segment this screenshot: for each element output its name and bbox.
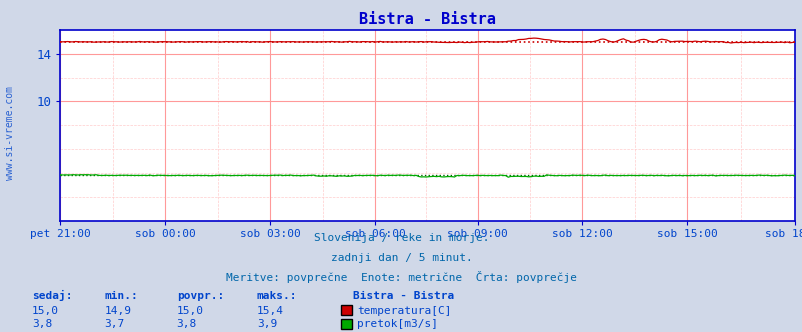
Text: maks.:: maks.: <box>257 291 297 301</box>
Text: sedaj:: sedaj: <box>32 290 72 301</box>
Text: 15,4: 15,4 <box>257 306 284 316</box>
Text: temperatura[C]: temperatura[C] <box>357 306 452 316</box>
Text: min.:: min.: <box>104 291 138 301</box>
Text: www.si-vreme.com: www.si-vreme.com <box>6 86 15 180</box>
Text: 3,8: 3,8 <box>32 319 52 329</box>
Text: 14,9: 14,9 <box>104 306 132 316</box>
Text: Slovenija / reke in morje.: Slovenija / reke in morje. <box>314 233 488 243</box>
Text: pretok[m3/s]: pretok[m3/s] <box>357 319 438 329</box>
Text: 15,0: 15,0 <box>32 306 59 316</box>
Text: Meritve: povprečne  Enote: metrične  Črta: povprečje: Meritve: povprečne Enote: metrične Črta:… <box>225 271 577 283</box>
Text: povpr.:: povpr.: <box>176 291 224 301</box>
Text: zadnji dan / 5 minut.: zadnji dan / 5 minut. <box>330 253 472 263</box>
Text: 3,8: 3,8 <box>176 319 196 329</box>
Text: Bistra - Bistra: Bistra - Bistra <box>353 291 454 301</box>
Title: Bistra - Bistra: Bistra - Bistra <box>358 12 496 27</box>
Text: 15,0: 15,0 <box>176 306 204 316</box>
Text: 3,7: 3,7 <box>104 319 124 329</box>
Text: 3,9: 3,9 <box>257 319 277 329</box>
